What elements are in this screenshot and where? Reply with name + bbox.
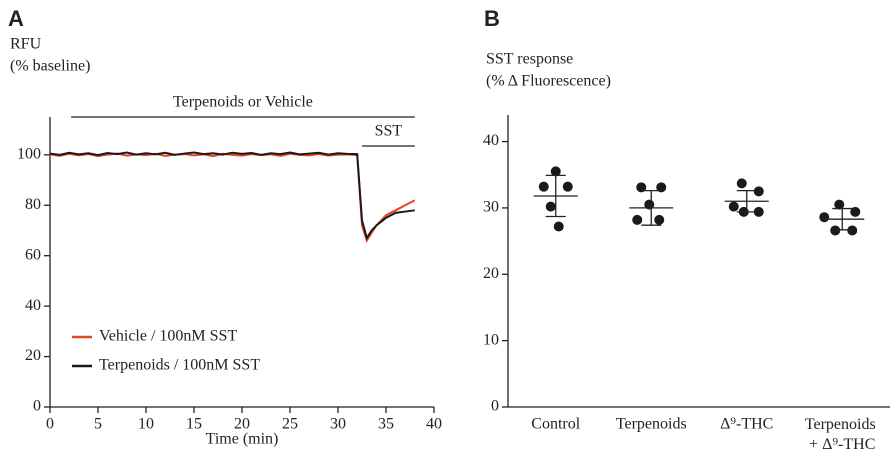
y-tick-label: 0 <box>491 398 499 415</box>
legend-label: Vehicle / 100nM SST <box>99 328 237 345</box>
annotation-text: SST <box>375 123 403 140</box>
data-point <box>632 214 643 225</box>
x-axis-label: Time (min) <box>206 431 279 448</box>
x-tick-label: Control <box>531 416 580 433</box>
data-line <box>49 151 415 241</box>
x-tick-label: Terpenoids + Δ⁹-THC <box>805 416 880 453</box>
annotation-text: Terpenoids or Vehicle <box>173 94 313 111</box>
y-axis-label: SST response <box>486 51 573 68</box>
data-point <box>545 201 556 212</box>
x-tick-label: 10 <box>138 416 154 433</box>
y-tick-label: 100 <box>17 145 41 162</box>
data-point <box>562 181 573 192</box>
data-point <box>636 182 647 193</box>
x-tick-label: 5 <box>94 416 102 433</box>
data-point <box>753 186 764 197</box>
y-tick-label: 40 <box>483 132 499 149</box>
y-axis-label: (% Δ Fluorescence) <box>486 73 611 90</box>
y-tick-label: 10 <box>483 331 499 348</box>
panel-label: B <box>484 6 500 31</box>
x-tick-label: 0 <box>46 416 54 433</box>
data-point <box>550 166 561 177</box>
x-tick-label: 35 <box>378 416 394 433</box>
y-tick-label: 40 <box>25 297 41 314</box>
x-tick-label: 40 <box>426 416 442 433</box>
x-tick-label: 25 <box>282 416 298 433</box>
x-tick-label: Terpenoids <box>616 416 687 433</box>
data-point <box>847 225 858 236</box>
y-tick-label: 80 <box>25 196 41 213</box>
y-tick-label: 60 <box>25 246 41 263</box>
data-point <box>654 214 665 225</box>
legend-label: Terpenoids / 100nM SST <box>99 357 260 374</box>
data-point <box>819 212 830 223</box>
data-point <box>553 221 564 232</box>
x-tick-label: 15 <box>186 416 202 433</box>
data-point <box>753 206 764 217</box>
panel-label: A <box>8 6 24 31</box>
x-tick-label: Δ⁹-THC <box>720 416 773 433</box>
data-point <box>736 178 747 189</box>
x-tick-label: 30 <box>330 416 346 433</box>
y-axis-label: (% baseline) <box>10 58 90 75</box>
y-tick-label: 30 <box>483 199 499 216</box>
data-point <box>850 206 861 217</box>
data-point <box>728 201 739 212</box>
y-axis-label: RFU <box>10 36 42 53</box>
data-point <box>656 182 667 193</box>
y-tick-label: 20 <box>25 347 41 364</box>
y-tick-label: 20 <box>483 265 499 282</box>
x-tick-label: 20 <box>234 416 250 433</box>
data-point <box>830 225 841 236</box>
data-point <box>834 199 845 210</box>
data-point <box>538 181 549 192</box>
y-tick-label: 0 <box>33 398 41 415</box>
